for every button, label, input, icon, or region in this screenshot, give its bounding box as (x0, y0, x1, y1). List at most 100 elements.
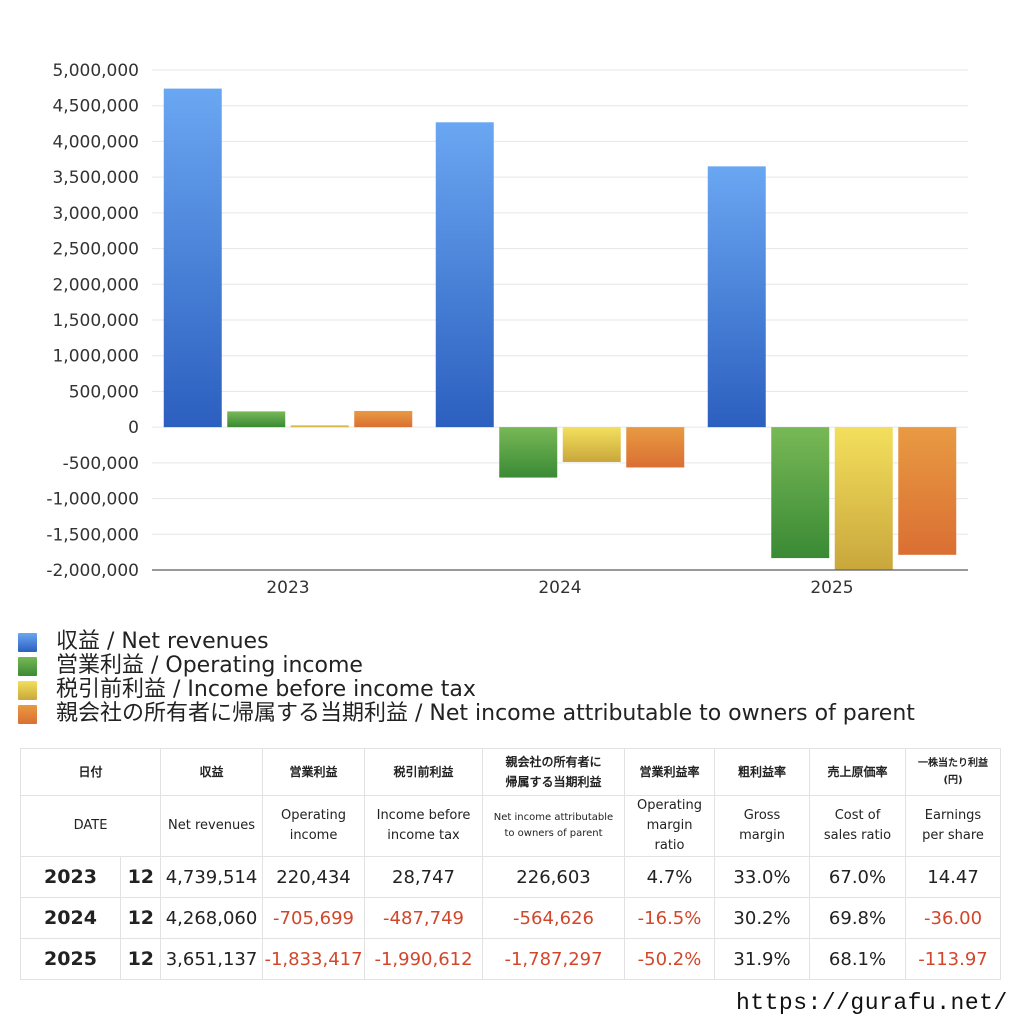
header-operating-income-ja: 営業利益 (262, 748, 366, 796)
cell-gross-margin: 33.0% (714, 856, 811, 898)
header-net-income-ja: 親会社の所有者に 帰属する当期利益 (482, 748, 626, 796)
header-operating-income-en: Operating income (262, 795, 366, 857)
y-tick-label: 4,500,000 (52, 97, 139, 117)
y-tick-label: 1,500,000 (52, 311, 139, 331)
cell-operating-income: 220,434 (262, 856, 366, 898)
cell-income-before-tax: 28,747 (364, 856, 484, 898)
bar (707, 166, 766, 428)
y-tick-label: -500,000 (63, 454, 139, 474)
cell-operating-income: -705,699 (262, 897, 366, 939)
cell-year: 2025 (20, 938, 121, 980)
bar (227, 411, 286, 428)
header-eps-en-line1: Earnings (924, 808, 982, 823)
site-url: https://gurafu.net/ (736, 990, 1008, 1016)
header-eps-ja: 一株当たり利益 (円) (905, 748, 1002, 796)
y-tick-label: -1,500,000 (46, 525, 139, 545)
table-row: 2024 12 4,268,060 -705,699 -487,749 -564… (20, 897, 1002, 939)
legend-swatch-net-income (18, 704, 37, 724)
bar (834, 427, 893, 570)
header-date-ja: 日付 (19, 748, 162, 796)
header-gross-margin-en: Gross margin (714, 795, 811, 857)
header-operating-margin-en-line1: Operating (637, 798, 703, 813)
y-tick-label: 5,000,000 (52, 61, 139, 81)
header-eps-en-line2: per share (922, 828, 984, 843)
cell-cost-ratio: 69.8% (809, 897, 907, 939)
header-cost-ratio-en: Cost of sales ratio (809, 795, 907, 857)
bar (626, 427, 685, 468)
y-tick-label: -2,000,000 (46, 561, 139, 581)
cell-month: 12 (119, 938, 162, 980)
y-tick-label: 3,000,000 (52, 204, 139, 224)
header-gross-margin-en-line2: margin (739, 828, 785, 843)
header-operating-margin-ja: 営業利益率 (624, 748, 716, 796)
header-eps-ja-line1: 一株当たり利益 (918, 758, 989, 769)
cell-net-income: -564,626 (482, 897, 626, 939)
legend-item-income-before-tax: 税引前利益 / Income before income tax (18, 678, 915, 702)
x-tick-label: 2025 (810, 578, 853, 598)
header-net-income-ja-line1: 親会社の所有者に (505, 755, 602, 769)
header-net-income-ja-line2: 帰属する当期利益 (505, 775, 602, 789)
legend-label-income-before-tax: 税引前利益 / Income before income tax (56, 677, 476, 702)
cell-gross-margin: 30.2% (714, 897, 811, 939)
legend-swatch-operating-income (18, 656, 37, 676)
table-row: 2025 12 3,651,137 -1,833,417 -1,990,612 … (20, 938, 1002, 980)
header-eps-ja-line2: (円) (943, 775, 963, 786)
header-income-before-tax-ja: 税引前利益 (364, 748, 484, 796)
header-income-before-tax-en: Income before income tax (364, 795, 484, 857)
x-tick-label: 2023 (266, 578, 309, 598)
header-date-en: DATE (19, 795, 162, 857)
cell-income-before-tax: -487,749 (364, 897, 484, 939)
legend-item-operating-income: 営業利益 / Operating income (18, 654, 915, 678)
y-tick-label: 3,500,000 (52, 168, 139, 188)
bar (290, 425, 349, 428)
cell-month: 12 (119, 897, 162, 939)
cell-gross-margin: 31.9% (714, 938, 811, 980)
header-operating-margin-en: Operating margin ratio (624, 795, 716, 857)
bar (898, 427, 957, 555)
legend-item-net-revenues: 収益 / Net revenues (18, 630, 915, 654)
bar (163, 88, 222, 428)
legend-swatch-income-before-tax (18, 680, 37, 700)
y-tick-label: 1,000,000 (52, 347, 139, 367)
header-net-income-en: Net income attributable to owners of pare… (482, 795, 626, 857)
legend-item-net-income: 親会社の所有者に帰属する当期利益 / Net income attributab… (18, 702, 915, 726)
cell-net-revenues: 3,651,137 (160, 938, 264, 980)
cell-year: 2023 (20, 856, 121, 898)
header-operating-margin-en-line3: ratio (654, 838, 685, 853)
header-cost-ratio-ja: 売上原価率 (809, 748, 907, 796)
cell-eps: -36.00 (905, 897, 1002, 939)
header-gross-margin-en-line1: Gross (743, 808, 781, 823)
cell-net-revenues: 4,739,514 (160, 856, 264, 898)
cell-operating-income: -1,833,417 (262, 938, 366, 980)
header-gross-margin-ja: 粗利益率 (714, 748, 811, 796)
x-tick-label: 2024 (538, 578, 581, 598)
cell-eps: 14.47 (905, 856, 1002, 898)
bar (771, 427, 830, 559)
header-net-revenues-ja: 収益 (160, 748, 264, 796)
legend-label-operating-income: 営業利益 / Operating income (56, 653, 363, 678)
bar (435, 122, 494, 428)
legend-swatch-net-revenues (18, 632, 37, 652)
header-net-income-en-line2: to owners of parent (504, 828, 603, 839)
y-tick-label: 500,000 (69, 382, 139, 402)
cell-income-before-tax: -1,990,612 (364, 938, 484, 980)
cell-month: 12 (119, 856, 162, 898)
cell-eps: -113.97 (905, 938, 1002, 980)
header-eps-en: Earnings per share (905, 795, 1002, 857)
y-tick-label: 2,500,000 (52, 240, 139, 260)
bar (562, 427, 621, 462)
y-tick-label: -1,000,000 (46, 490, 139, 510)
bar-chart: 5,000,000 4,500,000 4,000,000 3,500,000 3,00… (46, 61, 968, 598)
table-row: 2023 12 4,739,514 220,434 28,747 226,603… (20, 856, 1002, 898)
cell-operating-margin: 4.7% (624, 856, 716, 898)
table-header-ja: 日付 収益 営業利益 税引前利益 親会社の所有者に 帰属する当期利益 営業利益率 … (19, 748, 1002, 796)
header-cost-ratio-en-line1: Cost of (834, 808, 881, 823)
header-income-before-tax-en-line2: income tax (387, 828, 460, 843)
bar (499, 427, 558, 478)
y-tick-label: 2,000,000 (52, 275, 139, 295)
bar (354, 410, 413, 428)
cell-net-income: 226,603 (482, 856, 626, 898)
chart-legend: 収益 / Net revenues 営業利益 / Operating incom… (18, 630, 915, 726)
legend-label-net-income: 親会社の所有者に帰属する当期利益 / Net income attributab… (56, 701, 915, 726)
cell-operating-margin: -16.5% (624, 897, 716, 939)
